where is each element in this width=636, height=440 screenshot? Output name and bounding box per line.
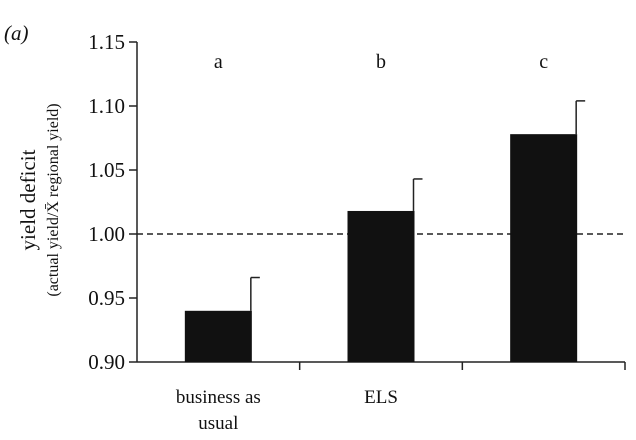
x-category-label: ELS [364, 387, 398, 408]
bar [510, 134, 578, 362]
y-axis-label: yield deficit [16, 149, 40, 250]
panel-label: (a) [4, 21, 29, 45]
y-axis-title: yield deficit (actual yield/X̄ regional … [16, 103, 62, 296]
y-tick-label: 0.90 [88, 350, 125, 374]
axes: 0.90 0.95 1.00 1.05 1.10 1.15 [88, 30, 626, 374]
bars [137, 100, 625, 362]
group-letter: a [214, 51, 223, 73]
x-category-label: business as [176, 387, 261, 408]
y-tick-label: 1.10 [88, 94, 125, 118]
y-axis-sublabel: (actual yield/X̄ regional yield) [45, 103, 62, 296]
group-letter: b [376, 51, 386, 73]
group-letter: c [539, 51, 548, 73]
y-tick-label: 1.15 [88, 30, 125, 54]
labels: a business as usual b ELS c [176, 51, 548, 434]
y-tick-label: 1.00 [88, 222, 125, 246]
x-category-label: usual [198, 413, 238, 434]
bar [184, 310, 252, 362]
bar [347, 210, 415, 362]
y-tick-label: 1.05 [88, 158, 125, 182]
y-tick-label: 0.95 [88, 286, 125, 310]
